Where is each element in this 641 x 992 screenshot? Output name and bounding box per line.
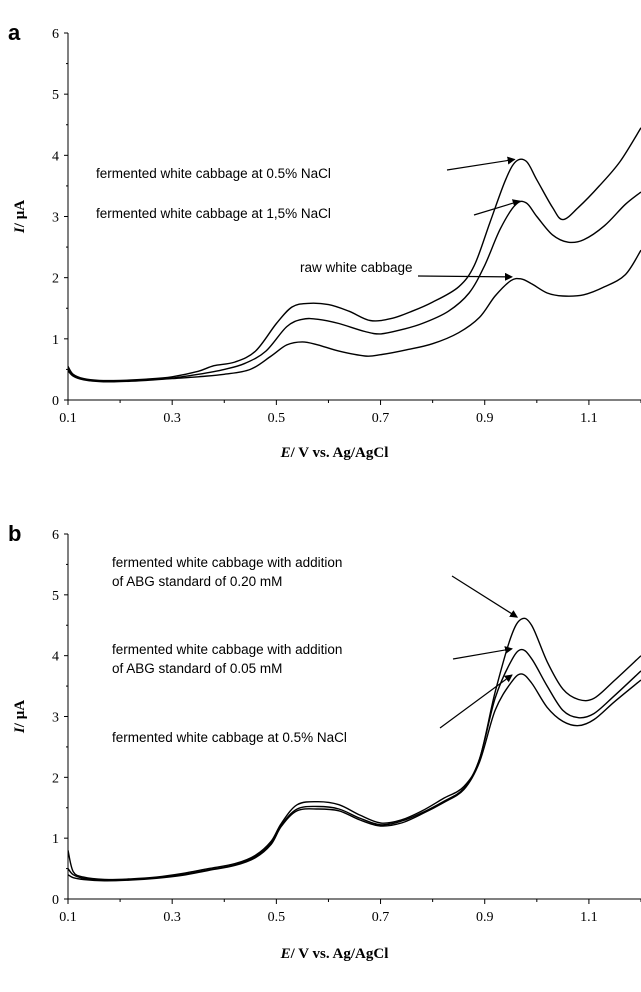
y-tick-label: 1 xyxy=(52,333,59,348)
annotation-arrow xyxy=(473,199,521,216)
panel-label: b xyxy=(8,521,21,546)
x-tick-label: 0.5 xyxy=(268,411,286,426)
y-tick-label: 6 xyxy=(52,528,59,543)
annotation-label: fermented white cabbage at 0.5% NaCl xyxy=(96,166,331,181)
annotation-arrow xyxy=(451,575,519,618)
x-tick-label: 1.1 xyxy=(580,411,598,426)
x-axis-title: E/ V vs. Ag/AgCl xyxy=(280,946,389,962)
y-axis-var: I xyxy=(12,726,28,734)
panel-label: a xyxy=(8,20,21,45)
y-axis-title: I/ μA xyxy=(12,700,28,734)
series-line-3 xyxy=(68,673,641,882)
y-tick-label: 5 xyxy=(52,589,59,604)
chart-panel-a: a 0 1 2 3 4 5 6 0.1 0.3 0.5 0.7 0.9 1.1 E/ V vs. Ag/Ag… xyxy=(8,20,641,461)
annotation-label: of ABG standard of 0.05 mM xyxy=(112,661,282,676)
y-axis-var: I xyxy=(12,226,28,234)
y-tick-label: 2 xyxy=(52,272,59,287)
series-line-1 xyxy=(68,617,641,881)
annotation-label: fermented white cabbage at 0.5% NaCl xyxy=(112,730,347,745)
annotation-label: fermented white cabbage with addition xyxy=(112,555,342,570)
y-tick-label: 6 xyxy=(52,27,59,42)
y-axis-title: I/ μA xyxy=(12,200,28,234)
y-tick-label: 5 xyxy=(52,88,59,103)
annotation-label: raw white cabbage xyxy=(300,260,413,275)
x-tick-label: 0.7 xyxy=(372,411,390,426)
y-axis-unit: / μA xyxy=(12,700,28,728)
y-tick-label: 4 xyxy=(52,149,59,164)
x-tick-label: 0.7 xyxy=(372,910,390,925)
y-tick-label: 2 xyxy=(52,771,59,786)
series-line-2 xyxy=(68,648,641,881)
annotation-label: of ABG standard of 0.20 mM xyxy=(112,574,282,589)
annotation-arrow xyxy=(417,272,513,281)
series-line-3 xyxy=(68,249,641,383)
x-tick-label: 0.5 xyxy=(268,910,286,925)
x-axis-unit: / V vs. Ag/AgCl xyxy=(290,946,389,962)
annotation-arrow xyxy=(452,646,513,660)
x-axis-unit: / V vs. Ag/AgCl xyxy=(290,445,389,461)
x-tick-label: 0.3 xyxy=(163,411,181,426)
chart-panel-b: b 0 1 2 3 4 5 6 0.1 0.3 0.5 0.7 0.9 1.1 E/ V vs. Ag/Ag… xyxy=(8,521,641,962)
y-tick-label: 1 xyxy=(52,832,59,847)
annotation-label: fermented white cabbage at 1,5% NaCl xyxy=(96,206,331,221)
x-axis-var: E xyxy=(280,946,291,962)
y-tick-label: 3 xyxy=(52,711,59,726)
x-tick-label: 0.9 xyxy=(476,910,494,925)
x-tick-label: 1.1 xyxy=(580,910,598,925)
annotation-label: fermented white cabbage with addition xyxy=(112,642,342,657)
x-tick-label: 0.3 xyxy=(163,910,181,925)
x-tick-label: 0.1 xyxy=(59,910,77,925)
y-tick-label: 4 xyxy=(52,650,59,665)
y-tick-label: 3 xyxy=(52,211,59,226)
annotation-arrow xyxy=(446,156,516,171)
y-tick-label: 0 xyxy=(52,394,59,409)
x-axis-title: E/ V vs. Ag/AgCl xyxy=(280,445,389,461)
y-tick-label: 0 xyxy=(52,893,59,908)
y-axis-unit: / μA xyxy=(12,200,28,228)
x-tick-label: 0.9 xyxy=(476,411,494,426)
annotation-arrow xyxy=(439,674,513,729)
x-axis-var: E xyxy=(280,445,291,461)
x-tick-label: 0.1 xyxy=(59,411,77,426)
